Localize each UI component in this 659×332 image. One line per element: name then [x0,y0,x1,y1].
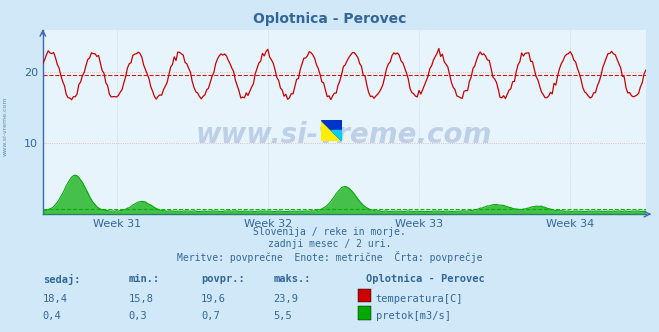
Text: Oplotnica - Perovec: Oplotnica - Perovec [366,274,484,284]
Text: sedaj:: sedaj: [43,274,80,285]
Text: Meritve: povprečne  Enote: metrične  Črta: povprečje: Meritve: povprečne Enote: metrične Črta:… [177,251,482,263]
Text: 19,6: 19,6 [201,294,226,304]
Text: Oplotnica - Perovec: Oplotnica - Perovec [253,12,406,26]
Text: 0,7: 0,7 [201,311,219,321]
Text: 15,8: 15,8 [129,294,154,304]
Polygon shape [321,120,342,141]
Text: Slovenija / reke in morje.: Slovenija / reke in morje. [253,227,406,237]
Text: 23,9: 23,9 [273,294,299,304]
Text: 0,3: 0,3 [129,311,147,321]
Text: maks.:: maks.: [273,274,311,284]
Text: min.:: min.: [129,274,159,284]
Polygon shape [321,120,342,141]
Text: povpr.:: povpr.: [201,274,244,284]
Text: zadnji mesec / 2 uri.: zadnji mesec / 2 uri. [268,239,391,249]
Text: temperatura[C]: temperatura[C] [376,294,463,304]
Text: pretok[m3/s]: pretok[m3/s] [376,311,451,321]
Text: www.si-vreme.com: www.si-vreme.com [196,121,492,149]
Text: 0,4: 0,4 [43,311,61,321]
Text: www.si-vreme.com: www.si-vreme.com [3,96,8,156]
Polygon shape [331,130,342,141]
Text: 5,5: 5,5 [273,311,292,321]
Text: 18,4: 18,4 [43,294,68,304]
